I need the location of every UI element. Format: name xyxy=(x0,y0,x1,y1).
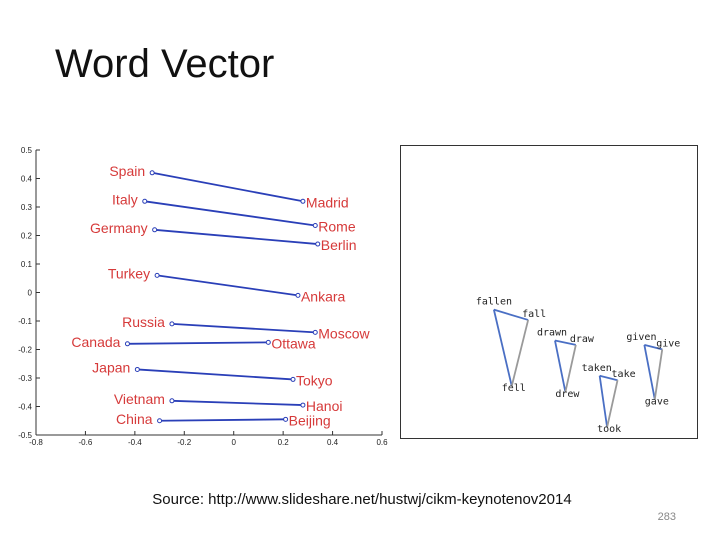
page-number: 283 xyxy=(657,511,676,523)
country-label: Canada xyxy=(71,334,120,350)
base-past-edge xyxy=(564,344,577,393)
capital-point xyxy=(315,241,321,247)
country-label: China xyxy=(116,411,153,427)
past-label: gave xyxy=(645,396,669,407)
capital-point xyxy=(312,223,318,229)
participle-label: fallen xyxy=(476,297,512,308)
participle-base-edge xyxy=(599,374,618,382)
capital-point xyxy=(300,402,306,408)
y-tick-label: 0.5 xyxy=(21,146,33,155)
capital-label: Berlin xyxy=(321,237,357,253)
pair-labels: Spain Madrid Italy Rome Germany Berlin Turkey A… xyxy=(71,163,370,429)
base-label: take xyxy=(612,369,636,380)
pair-line xyxy=(171,322,316,334)
capital-point xyxy=(265,339,271,345)
y-tick-label: 0.3 xyxy=(21,203,33,212)
x-tick-label: 0 xyxy=(231,438,236,447)
capital-label: Ottawa xyxy=(271,335,316,351)
pair-line xyxy=(137,368,294,381)
capital-point xyxy=(290,376,296,382)
verb-chart-frame xyxy=(400,145,698,439)
past-label: took xyxy=(597,424,621,435)
x-tick-label: -0.6 xyxy=(79,438,93,447)
participle-past-edge xyxy=(554,340,567,393)
country-point xyxy=(134,366,140,372)
capital-point xyxy=(283,416,289,422)
country-label: Vietnam xyxy=(114,391,165,407)
country-label: Russia xyxy=(122,314,165,330)
participle-base-edge xyxy=(493,308,529,321)
capital-label: Beijing xyxy=(289,412,331,428)
capital-label: Hanoi xyxy=(306,398,343,414)
x-tick-label: -0.4 xyxy=(128,438,142,447)
x-tick-label: -0.2 xyxy=(177,438,191,447)
participle-base-edge xyxy=(644,344,663,351)
x-tick-label: 0.2 xyxy=(278,438,290,447)
capital-label: Moscow xyxy=(318,325,370,341)
participle-past-edge xyxy=(598,375,609,428)
past-label: fell xyxy=(502,383,526,394)
y-tick-label: -0.3 xyxy=(18,374,32,383)
base-past-edge xyxy=(653,349,664,400)
capital-label: Tokyo xyxy=(296,372,333,388)
pair-line xyxy=(159,418,286,422)
x-tick-label: 0.4 xyxy=(327,438,339,447)
base-label: fall xyxy=(522,309,546,320)
participle-past-edge xyxy=(492,309,513,387)
slide-title: Word Vector xyxy=(55,42,275,86)
country-point xyxy=(152,227,158,233)
pair-line xyxy=(144,200,316,227)
participle-base-edge xyxy=(554,339,577,346)
country-label: Germany xyxy=(90,220,148,236)
participle-label: taken xyxy=(582,363,612,374)
y-tick-label: 0.4 xyxy=(21,175,33,184)
participle-label: given xyxy=(626,332,656,343)
capital-point xyxy=(312,329,318,335)
capital-point xyxy=(295,292,301,298)
country-label: Spain xyxy=(109,163,145,179)
country-capital-chart: -0.5 -0.4 -0.3 -0.2 -0.1 0 0.1 0.2 0.3 0.4 0.5 -0.8… xyxy=(18,146,388,447)
capital-label: Madrid xyxy=(306,194,349,210)
pair-line xyxy=(127,341,269,345)
country-label: Italy xyxy=(112,191,138,207)
base-label: give xyxy=(656,338,680,349)
country-point xyxy=(154,272,160,278)
verb-triangles xyxy=(492,308,664,428)
source-citation: Source: http://www.slideshare.net/hustwj… xyxy=(152,491,572,508)
country-point xyxy=(149,170,155,176)
base-past-edge xyxy=(510,319,530,387)
pair-lines xyxy=(124,170,321,424)
country-label: Japan xyxy=(92,359,130,375)
y-tick-label: -0.2 xyxy=(18,346,32,355)
y-tick-label: 0.1 xyxy=(21,260,33,269)
pair-line xyxy=(154,228,318,245)
participle-label: drawn xyxy=(537,328,567,339)
pair-line xyxy=(171,399,303,406)
capital-label: Ankara xyxy=(301,288,346,304)
chart-axes: -0.5 -0.4 -0.3 -0.2 -0.1 0 0.1 0.2 0.3 0.4 0.5 -0.8… xyxy=(18,146,388,447)
capital-point xyxy=(300,198,306,204)
country-point xyxy=(157,418,163,424)
y-tick-label: -0.5 xyxy=(18,431,32,440)
y-tick-label: 0.2 xyxy=(21,232,33,241)
x-tick-label: 0.6 xyxy=(376,438,388,447)
past-label: drew xyxy=(555,389,580,400)
base-label: draw xyxy=(570,334,595,345)
pair-line xyxy=(151,171,304,203)
y-tick-label: -0.1 xyxy=(18,317,32,326)
participle-past-edge xyxy=(643,344,656,400)
country-point xyxy=(169,321,175,327)
country-point xyxy=(142,198,148,204)
x-tick-label: -0.8 xyxy=(29,438,43,447)
base-past-edge xyxy=(606,380,619,428)
country-point xyxy=(124,341,130,347)
country-label: Turkey xyxy=(108,265,150,281)
y-tick-label: 0 xyxy=(28,289,33,298)
country-point xyxy=(169,398,175,404)
y-tick-label: -0.4 xyxy=(18,403,32,412)
pair-line xyxy=(156,274,299,297)
capital-label: Rome xyxy=(318,219,356,235)
